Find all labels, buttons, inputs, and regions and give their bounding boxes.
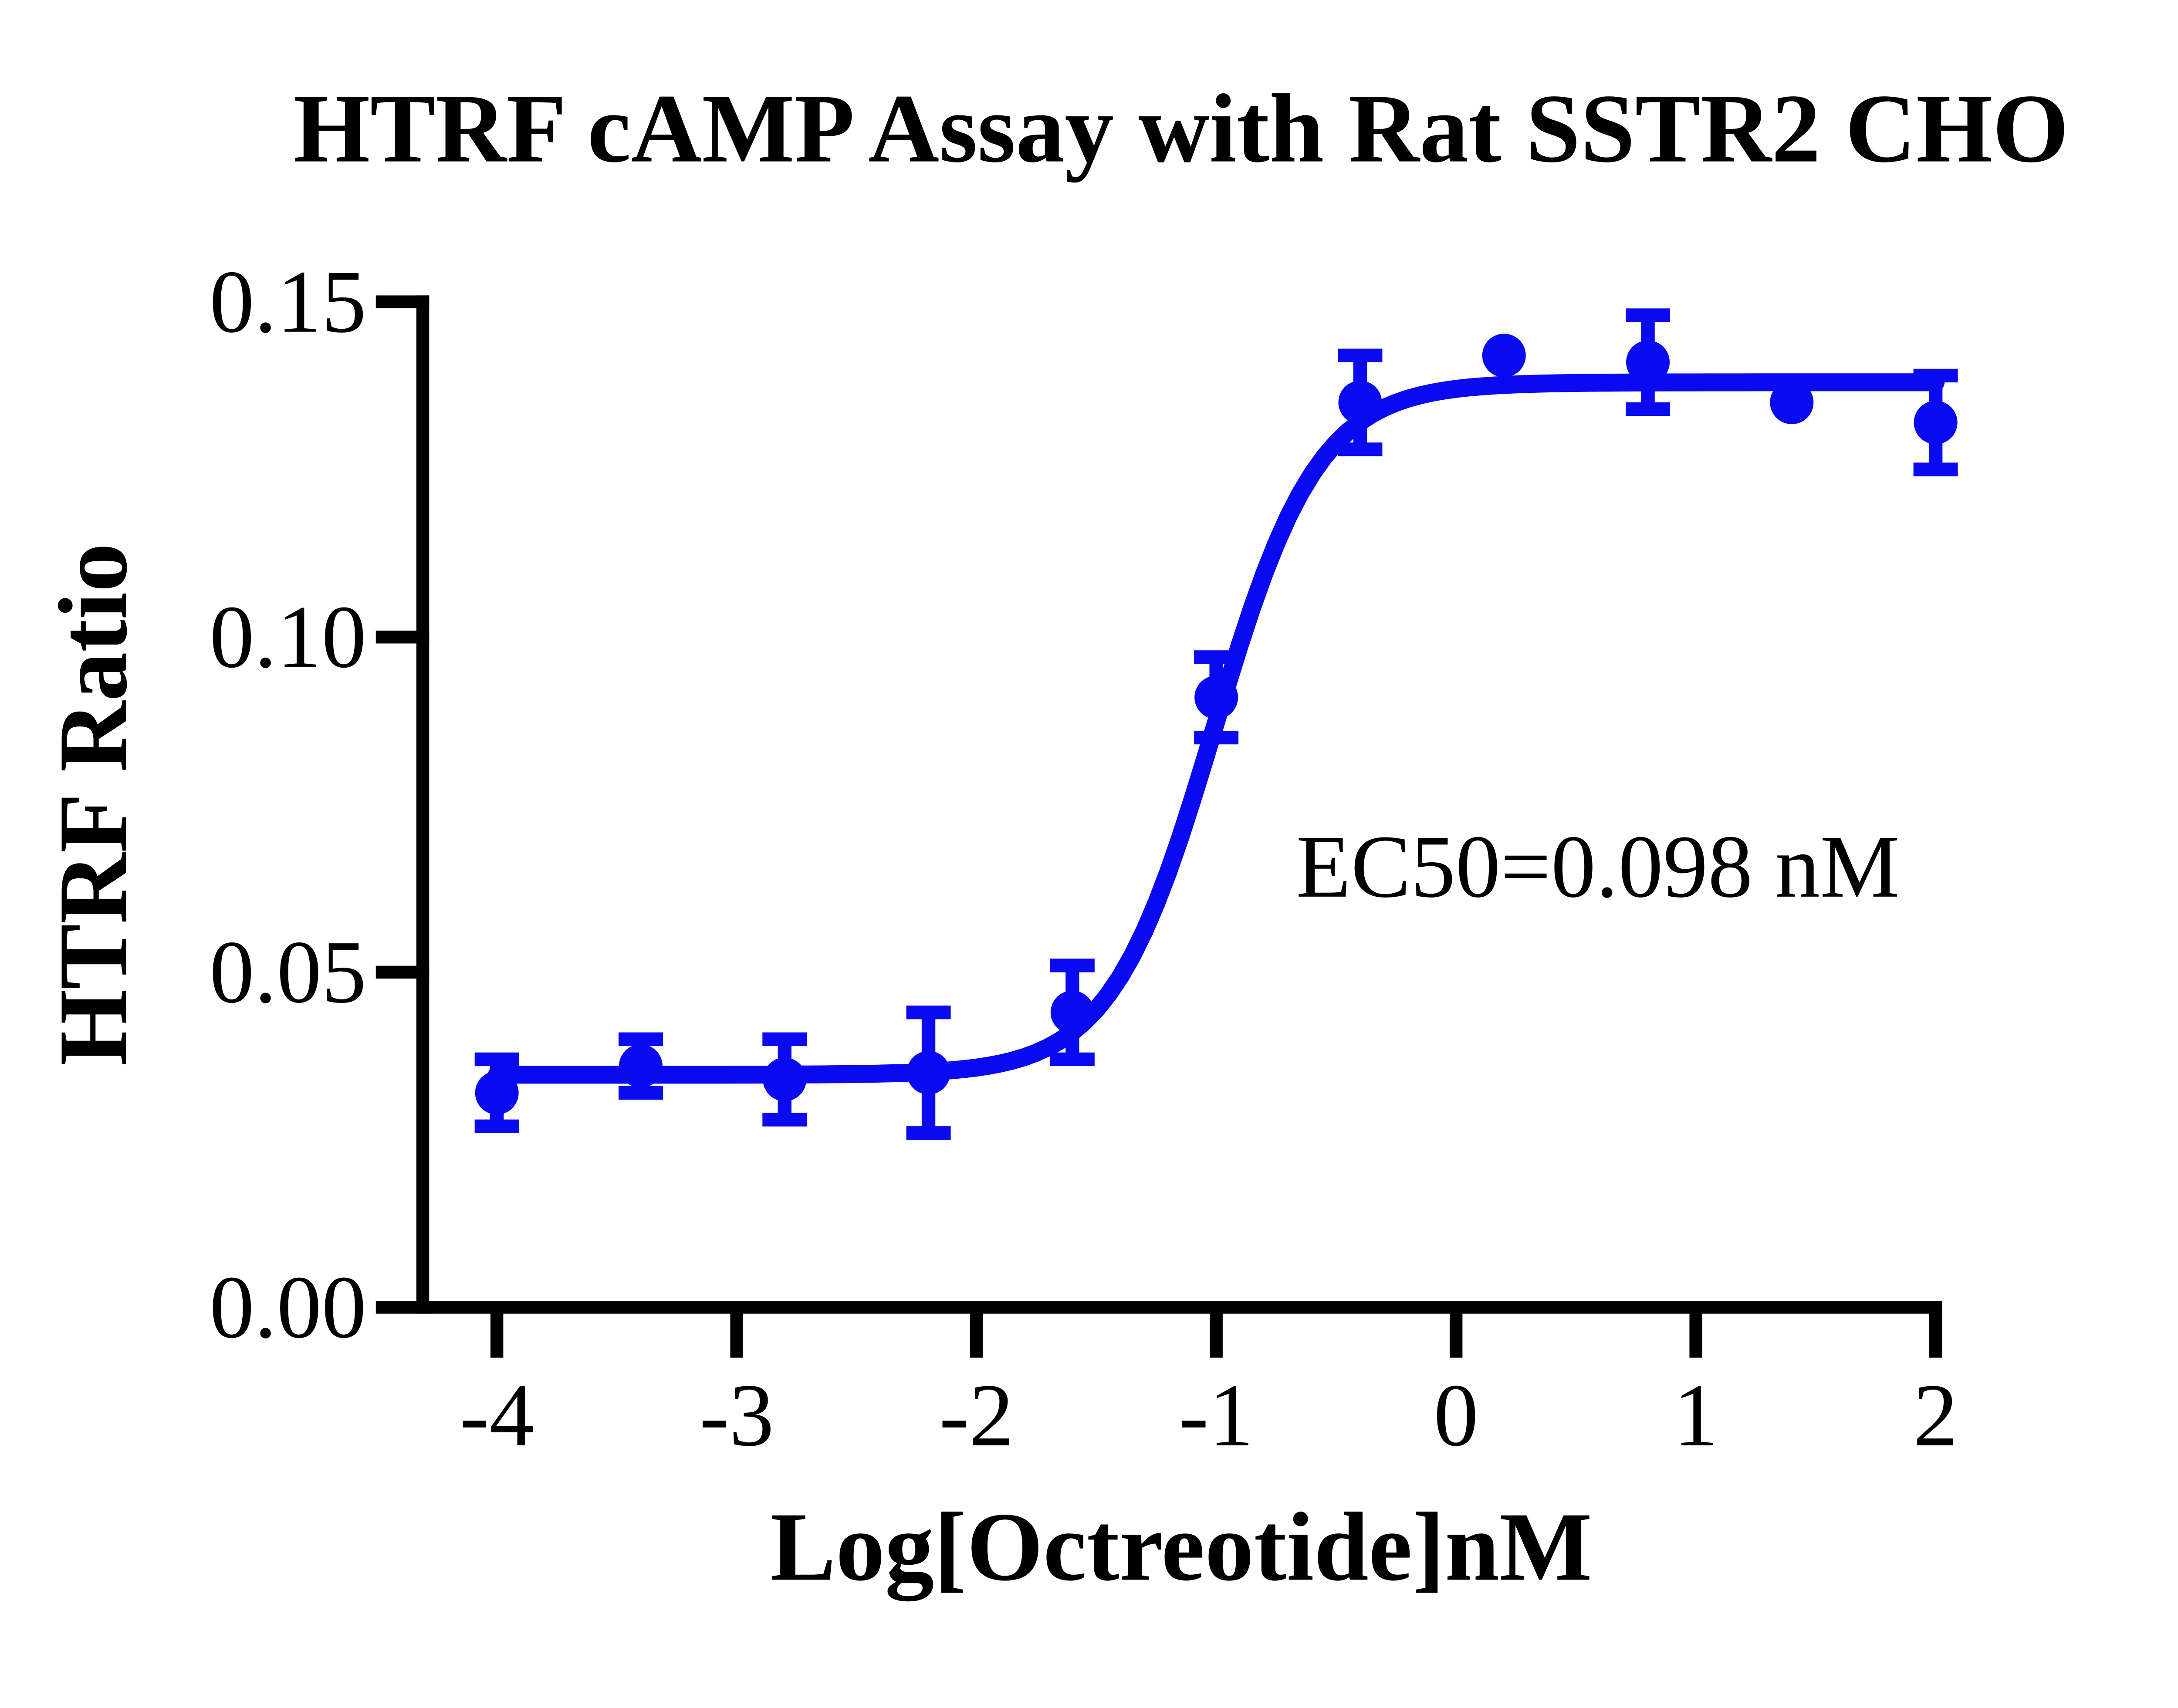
x-tick-label: -2 <box>939 1366 1014 1465</box>
data-point <box>1338 381 1382 425</box>
data-point <box>1770 381 1814 425</box>
x-tick-label: 1 <box>1674 1366 1718 1465</box>
ec50-annotation: EC50=0.098 nM <box>1296 817 1900 916</box>
axes-layer: 0.00 0.05 0.10 0.15 -4 -3 -2 -1 0 1 2 <box>210 252 1958 1465</box>
data-point <box>906 1051 950 1095</box>
data-point <box>1482 334 1526 378</box>
x-tick-label: 0 <box>1434 1366 1478 1465</box>
axis-lines <box>416 295 1942 1314</box>
data-point <box>475 1071 519 1115</box>
data-point <box>1050 990 1094 1034</box>
data-point <box>619 1044 663 1088</box>
x-tick-label: 2 <box>1913 1366 1958 1465</box>
y-axis-label: HTRF Ratio <box>38 543 147 1066</box>
y-tick-label: 0.10 <box>210 587 366 686</box>
data-point <box>1194 675 1238 719</box>
x-tick-label: -3 <box>699 1366 774 1465</box>
data-point <box>763 1057 807 1101</box>
data-point <box>1626 340 1670 384</box>
y-tick-label: 0.00 <box>210 1258 366 1357</box>
data-point <box>1914 401 1958 445</box>
series-layer <box>474 308 1958 1140</box>
chart-title: HTRF cAMP Assay with Rat SSTR2 CHO <box>294 74 2069 183</box>
y-tick-label: 0.05 <box>210 922 366 1022</box>
y-tick-label: 0.15 <box>210 252 366 351</box>
x-tick-label: -1 <box>1179 1366 1254 1465</box>
x-tick-label: -4 <box>460 1366 534 1465</box>
x-axis-label: Log[Octreotide]nM <box>770 1492 1592 1601</box>
